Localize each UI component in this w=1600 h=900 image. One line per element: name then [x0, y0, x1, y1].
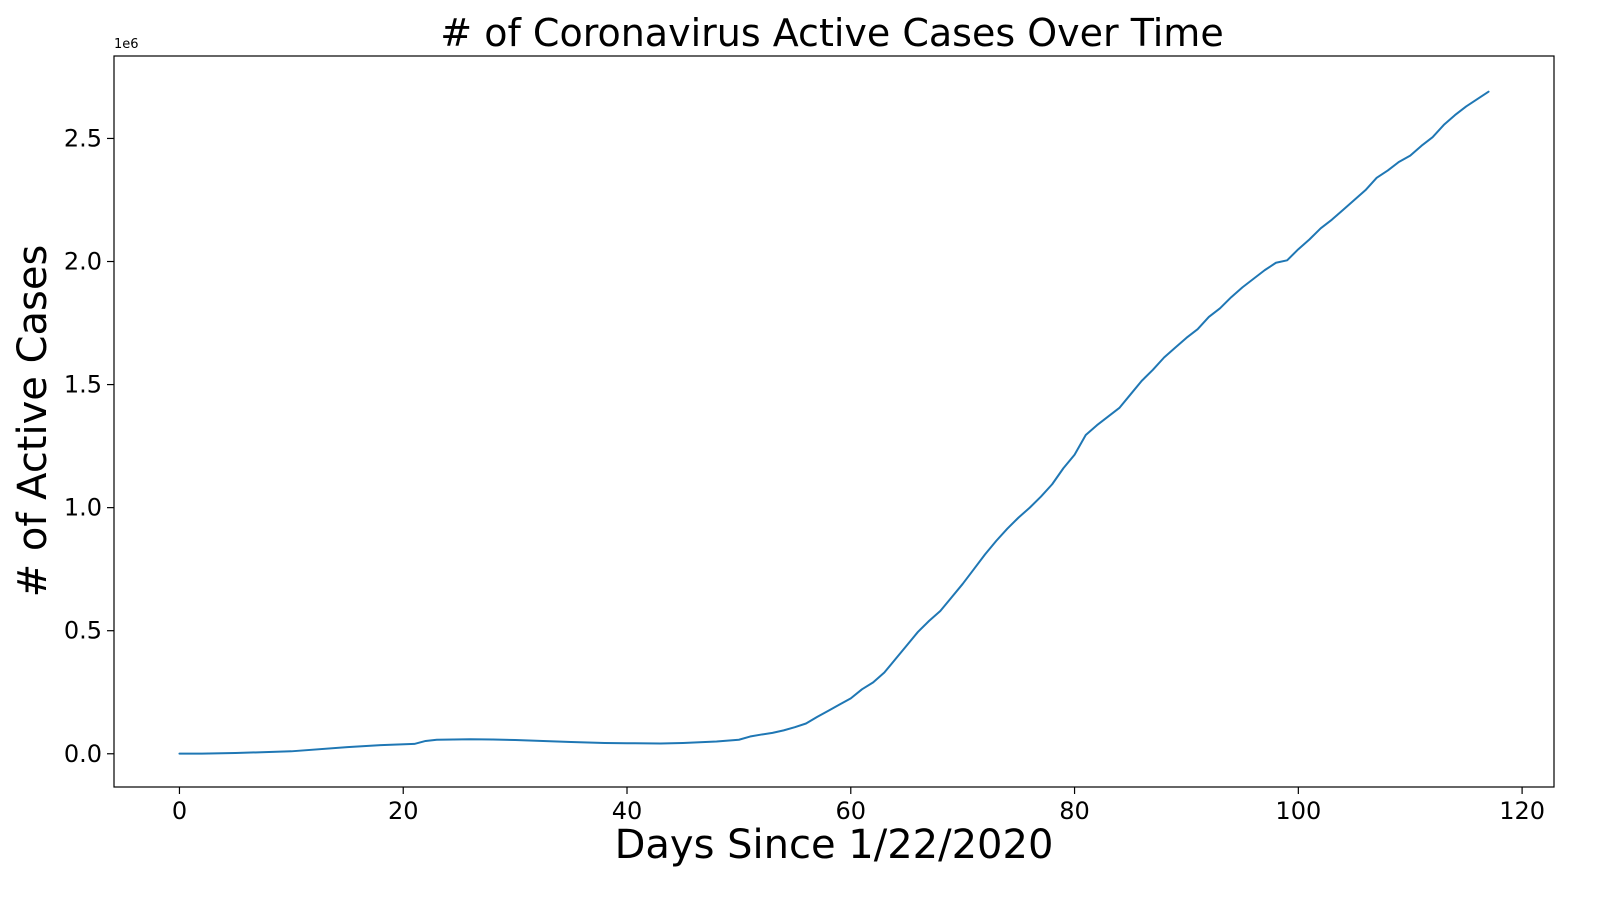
series-layer	[178, 90, 1490, 755]
x-tick-label: 60	[836, 797, 867, 825]
y-tick-label: 1.0	[64, 494, 102, 522]
y-tick-label: 0.0	[64, 740, 102, 768]
y-tick-label: 0.5	[64, 617, 102, 645]
x-tick-label: 120	[1499, 797, 1545, 825]
y-tick-label: 2.5	[64, 124, 102, 152]
x-tick-label: 40	[612, 797, 643, 825]
chart-title: # of Coronavirus Active Cases Over Time	[440, 11, 1223, 55]
x-tick-label: 100	[1275, 797, 1321, 825]
y-axis-label: # of Active Cases	[10, 245, 56, 598]
y-axis: 0.0 0.5 1.0 1.5 2.0 2.5	[64, 124, 114, 768]
series-line-active-cases	[178, 90, 1490, 755]
x-tick-label: 20	[388, 797, 419, 825]
y-offset-label: 1e6	[114, 37, 139, 52]
plot-frame	[113, 55, 1555, 788]
y-tick-label: 1.5	[64, 371, 102, 399]
x-axis: 0 20 40 60 80 100 120	[172, 787, 1545, 825]
x-tick-label: 0	[172, 797, 187, 825]
x-axis-label: Days Since 1/22/2020	[615, 822, 1054, 868]
x-tick-label: 80	[1059, 797, 1090, 825]
y-tick-label: 2.0	[64, 248, 102, 276]
